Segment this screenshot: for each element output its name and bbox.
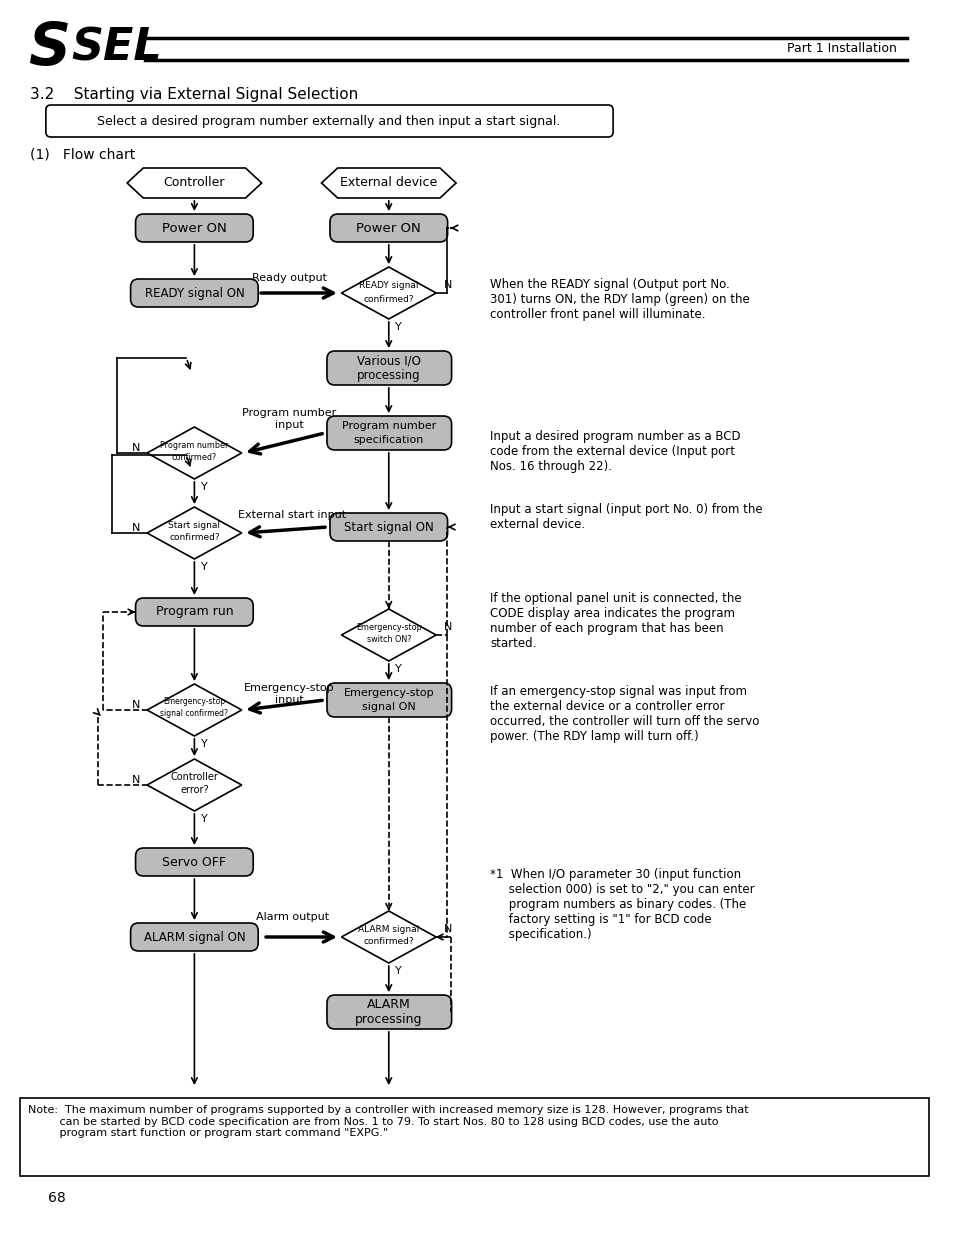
FancyBboxPatch shape: [131, 923, 258, 951]
Text: Program number: Program number: [242, 408, 335, 417]
Text: READY signal ON: READY signal ON: [144, 287, 244, 300]
Text: N: N: [443, 924, 452, 934]
Text: Servo OFF: Servo OFF: [162, 856, 226, 868]
Text: Start signal ON: Start signal ON: [343, 520, 434, 534]
Text: Y: Y: [395, 966, 402, 976]
Polygon shape: [341, 267, 436, 319]
Text: Note:  The maximum number of programs supported by a controller with increased m: Note: The maximum number of programs sup…: [28, 1105, 748, 1139]
Text: Controller: Controller: [171, 772, 218, 782]
Polygon shape: [147, 427, 241, 479]
Text: switch ON?: switch ON?: [366, 636, 411, 645]
Text: Part 1 Installation: Part 1 Installation: [786, 42, 896, 56]
Text: External device: External device: [340, 177, 436, 189]
FancyBboxPatch shape: [20, 1098, 928, 1176]
Polygon shape: [341, 609, 436, 661]
Text: processing: processing: [355, 1013, 422, 1025]
Text: input: input: [274, 695, 303, 705]
Polygon shape: [127, 168, 261, 198]
Text: confirmed?: confirmed?: [169, 534, 219, 542]
Text: READY signal: READY signal: [358, 282, 418, 290]
Text: Power ON: Power ON: [356, 221, 420, 235]
Polygon shape: [321, 168, 456, 198]
FancyBboxPatch shape: [327, 995, 451, 1029]
Text: Start signal: Start signal: [169, 520, 220, 530]
Text: Y: Y: [201, 562, 208, 572]
Text: Select a desired program number externally and then input a start signal.: Select a desired program number external…: [97, 115, 560, 127]
Text: Emergency-stop: Emergency-stop: [163, 697, 225, 705]
Polygon shape: [147, 684, 241, 736]
FancyBboxPatch shape: [46, 105, 613, 137]
Text: ALARM signal ON: ALARM signal ON: [144, 930, 245, 944]
FancyBboxPatch shape: [135, 848, 253, 876]
Text: (1)   Flow chart: (1) Flow chart: [30, 148, 135, 162]
Text: confirmed?: confirmed?: [172, 453, 216, 462]
FancyBboxPatch shape: [330, 214, 447, 242]
Text: S: S: [28, 20, 70, 77]
Text: input: input: [274, 420, 303, 430]
Text: Program number: Program number: [160, 441, 229, 450]
Text: Y: Y: [201, 482, 208, 492]
Text: Alarm output: Alarm output: [255, 911, 328, 923]
Polygon shape: [147, 760, 241, 811]
Text: ALARM: ALARM: [367, 999, 410, 1011]
FancyBboxPatch shape: [327, 683, 451, 718]
Text: *1  When I/O parameter 30 (input function
     selection 000) is set to "2," you: *1 When I/O parameter 30 (input function…: [490, 868, 754, 941]
Text: N: N: [132, 522, 140, 534]
Text: Ready output: Ready output: [252, 273, 326, 283]
Text: Input a start signal (input port No. 0) from the
external device.: Input a start signal (input port No. 0) …: [490, 503, 762, 531]
FancyBboxPatch shape: [131, 279, 258, 308]
Text: Various I/O: Various I/O: [356, 354, 420, 368]
Text: N: N: [132, 776, 140, 785]
Text: N: N: [132, 443, 140, 453]
FancyBboxPatch shape: [135, 598, 253, 626]
Text: If an emergency-stop signal was input from
the external device or a controller e: If an emergency-stop signal was input fr…: [490, 685, 759, 743]
Text: signal ON: signal ON: [361, 701, 416, 713]
Text: Y: Y: [395, 664, 402, 674]
Text: Y: Y: [201, 814, 208, 824]
FancyBboxPatch shape: [330, 513, 447, 541]
Text: N: N: [443, 622, 452, 632]
Text: confirmed?: confirmed?: [363, 295, 414, 305]
Text: Y: Y: [395, 322, 402, 332]
Text: Emergency-stop: Emergency-stop: [343, 688, 434, 698]
Text: Input a desired program number as a BCD
code from the external device (Input por: Input a desired program number as a BCD …: [490, 430, 740, 473]
Text: error?: error?: [180, 785, 209, 795]
Text: Emergency-stop: Emergency-stop: [355, 622, 421, 631]
FancyBboxPatch shape: [327, 416, 451, 450]
FancyBboxPatch shape: [135, 214, 253, 242]
Text: If the optional panel unit is connected, the
CODE display area indicates the pro: If the optional panel unit is connected,…: [490, 592, 741, 650]
Text: SEL: SEL: [71, 26, 162, 69]
Text: External start input: External start input: [238, 510, 346, 520]
Text: Emergency-stop: Emergency-stop: [244, 683, 335, 693]
Text: Power ON: Power ON: [162, 221, 227, 235]
Text: processing: processing: [356, 369, 420, 383]
Text: Controller: Controller: [164, 177, 225, 189]
Text: Program run: Program run: [155, 605, 233, 619]
Text: specification: specification: [354, 435, 423, 445]
Polygon shape: [147, 508, 241, 559]
Text: N: N: [443, 280, 452, 290]
Text: 3.2    Starting via External Signal Selection: 3.2 Starting via External Signal Selecti…: [30, 88, 357, 103]
Text: Y: Y: [201, 739, 208, 748]
Text: signal confirmed?: signal confirmed?: [160, 709, 228, 719]
Text: When the READY signal (Output port No.
301) turns ON, the RDY lamp (green) on th: When the READY signal (Output port No. 3…: [490, 278, 749, 321]
Text: ALARM signal: ALARM signal: [357, 925, 419, 934]
Text: N: N: [132, 700, 140, 710]
Text: confirmed?: confirmed?: [363, 937, 414, 946]
FancyBboxPatch shape: [327, 351, 451, 385]
Text: 68: 68: [48, 1191, 66, 1205]
Polygon shape: [341, 911, 436, 963]
Text: Program number: Program number: [341, 421, 436, 431]
